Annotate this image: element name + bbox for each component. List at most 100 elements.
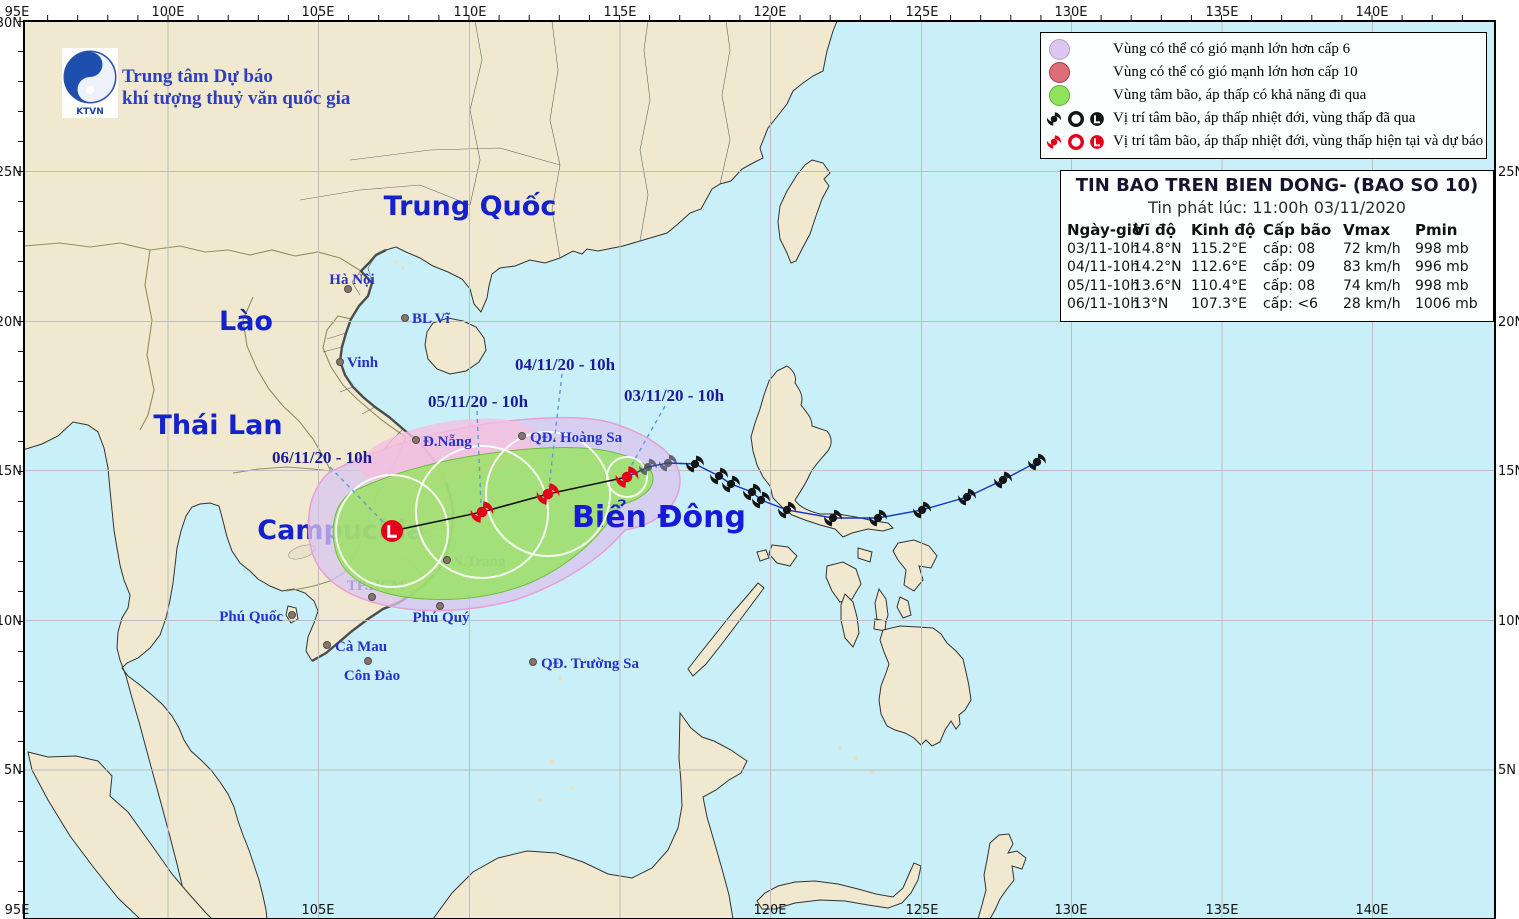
cell: 28 km/h xyxy=(1343,296,1401,313)
cell: 83 km/h xyxy=(1343,259,1401,276)
current-position-icons xyxy=(1041,131,1113,153)
city-labels: Hà Nội BL Vĩ Vinh Đ.Nẵng QĐ. Hoàng Sa Ph… xyxy=(219,272,639,684)
cell: 998 mb xyxy=(1415,240,1469,257)
land-islet-calamian xyxy=(756,549,770,562)
axis-top-130e: 130E xyxy=(1054,5,1087,20)
axis-top-135e: 135E xyxy=(1205,5,1238,20)
col-header: Vĩ độ xyxy=(1133,221,1177,239)
cell: 107.3°E xyxy=(1191,296,1247,313)
legend-row-current-symbols: Vị trí tâm bão, áp thấp nhiệt đới, vùng … xyxy=(1041,130,1486,153)
legend-label: Vị trí tâm bão, áp thấp nhiệt đới, vùng … xyxy=(1113,110,1416,126)
legend-row-past-symbols: Vị trí tâm bão, áp thấp nhiệt đới, vùng … xyxy=(1041,107,1486,130)
label-city-phuquy: Phú Quý xyxy=(412,610,470,626)
cell: 14.2°N xyxy=(1133,259,1182,276)
legend-label: Vùng có thể có gió mạnh lớn hơn cấp 10 xyxy=(1113,64,1358,80)
past-position-icons xyxy=(1041,108,1113,130)
legend: Vùng có thể có gió mạnh lớn hơn cấp 6 Vù… xyxy=(1040,32,1487,159)
axis-top-115e: 115E xyxy=(603,5,636,20)
land-sumatra xyxy=(27,751,213,919)
cell: 110.4°E xyxy=(1191,277,1247,294)
axis-left-25n: 25N xyxy=(0,165,22,180)
land-mindoro xyxy=(768,544,798,567)
axis-top-125e: 125E xyxy=(905,5,938,20)
center-path-area-icon xyxy=(1041,85,1113,106)
label-city-blv: BL Vĩ xyxy=(412,311,450,327)
label-city-phuquoc: Phú Quốc xyxy=(219,609,283,625)
land-borneo xyxy=(432,711,748,919)
label-thailand: Thái Lan xyxy=(153,410,282,441)
bulletin-title: TIN BAO TREN BIEN DONG- (BAO SO 10) xyxy=(1075,175,1479,196)
cell: 115.2°E xyxy=(1191,240,1247,257)
axis-top-110e: 110E xyxy=(453,5,486,20)
axis-right-15n: 15N xyxy=(1498,464,1519,479)
axis-left-30n: 30N xyxy=(0,16,22,31)
agency-name-line2: khí tượng thuỷ văn quốc gia xyxy=(122,88,351,109)
axis-bottom-130e: 130E xyxy=(1054,903,1087,918)
axis-right-5n: 5N xyxy=(1498,763,1516,778)
axis-left-5n: 5N xyxy=(4,763,22,778)
land-sulawesi xyxy=(756,862,922,910)
label-bien-dong: Biển Đông xyxy=(572,499,746,535)
cell: cấp: 08 xyxy=(1263,277,1316,294)
axis-top-140e: 140E xyxy=(1355,5,1388,20)
cell: cấp: 09 xyxy=(1263,259,1316,276)
axis-left-20n: 20N xyxy=(0,315,22,330)
cell: 14.8°N xyxy=(1133,240,1182,257)
cap6-area-icon xyxy=(1041,39,1113,60)
col-header: Ngày-giờ xyxy=(1067,221,1143,239)
legend-row-center-path: Vùng tâm bão, áp thấp có khả năng đi qua xyxy=(1041,84,1486,107)
axis-top-120e: 120E xyxy=(753,5,786,20)
probability-circles xyxy=(335,431,648,588)
label-hoang-sa: QĐ. Hoàng Sa xyxy=(530,430,623,446)
label-china: Trung Quốc xyxy=(384,191,557,222)
land-taiwan xyxy=(777,159,831,264)
legend-row-cap10: Vùng có thể có gió mạnh lớn hơn cấp 10 xyxy=(1041,61,1486,84)
cell: 74 km/h xyxy=(1343,277,1401,294)
logo-dot-top xyxy=(86,60,94,68)
label-laos: Lào xyxy=(219,306,273,337)
forecast-track-line xyxy=(391,476,628,532)
low-symbol-06 xyxy=(379,518,405,544)
label-city-camau: Cà Mau xyxy=(335,639,387,655)
cell: 13.6°N xyxy=(1133,277,1182,294)
storm-bulletin: TIN BAO TREN BIEN DONG- (BAO SO 10) Tin … xyxy=(1060,170,1494,322)
legend-label: Vị trí tâm bão, áp thấp nhiệt đới, vùng … xyxy=(1113,133,1484,149)
label-city-vinh: Vinh xyxy=(347,355,379,371)
axis-bottom-140e: 140E xyxy=(1355,903,1388,918)
label-date-06: 06/11/20 - 10h xyxy=(272,448,373,467)
land-mindanao xyxy=(878,625,972,747)
city-markers xyxy=(288,285,537,666)
col-header: Vmax xyxy=(1343,221,1391,239)
legend-label: Vùng tâm bão, áp thấp có khả năng đi qua xyxy=(1113,87,1367,103)
axis-left-15n: 15N xyxy=(0,464,22,479)
axis-top-105e: 105E xyxy=(301,5,334,20)
land-masbate xyxy=(857,547,873,563)
label-connector-lines xyxy=(329,373,666,524)
agency-header: KTVN Trung tâm Dự báo khí tượng thuỷ văn… xyxy=(62,48,351,118)
axis-right-10n: 10N xyxy=(1498,614,1519,629)
label-truong-sa: QĐ. Trường Sa xyxy=(541,656,640,672)
col-header: Cấp bão xyxy=(1263,221,1332,239)
land-leyte xyxy=(896,596,912,619)
label-date-03: 03/11/20 - 10h xyxy=(624,386,725,405)
cell: 13°N xyxy=(1133,296,1169,313)
axis-ticks xyxy=(18,15,1463,892)
axis-left-10n: 10N xyxy=(0,614,22,629)
cell: 996 mb xyxy=(1415,259,1469,276)
logo-caption-tile xyxy=(70,105,110,117)
agency-name-line1: Trung tâm Dự báo xyxy=(122,66,273,87)
land-samar xyxy=(892,539,938,592)
axis-bottom-120e: 120E xyxy=(753,903,786,918)
land-palawan xyxy=(687,582,765,677)
bulletin-issued: Tin phát lúc: 11:00h 03/11/2020 xyxy=(1148,198,1406,217)
cell: cấp: <6 xyxy=(1263,296,1318,313)
axis-bottom-125e: 125E xyxy=(905,903,938,918)
legend-row-cap6: Vùng có thể có gió mạnh lớn hơn cấp 6 xyxy=(1041,38,1486,61)
cell: 03/11-10h xyxy=(1067,240,1140,257)
cap10-area-icon xyxy=(1041,62,1113,83)
axis-right-20n: 20N xyxy=(1498,315,1519,330)
logo-caption: KTVN xyxy=(76,107,104,117)
cell: 05/11-10h xyxy=(1067,277,1140,294)
cell: 998 mb xyxy=(1415,277,1469,294)
